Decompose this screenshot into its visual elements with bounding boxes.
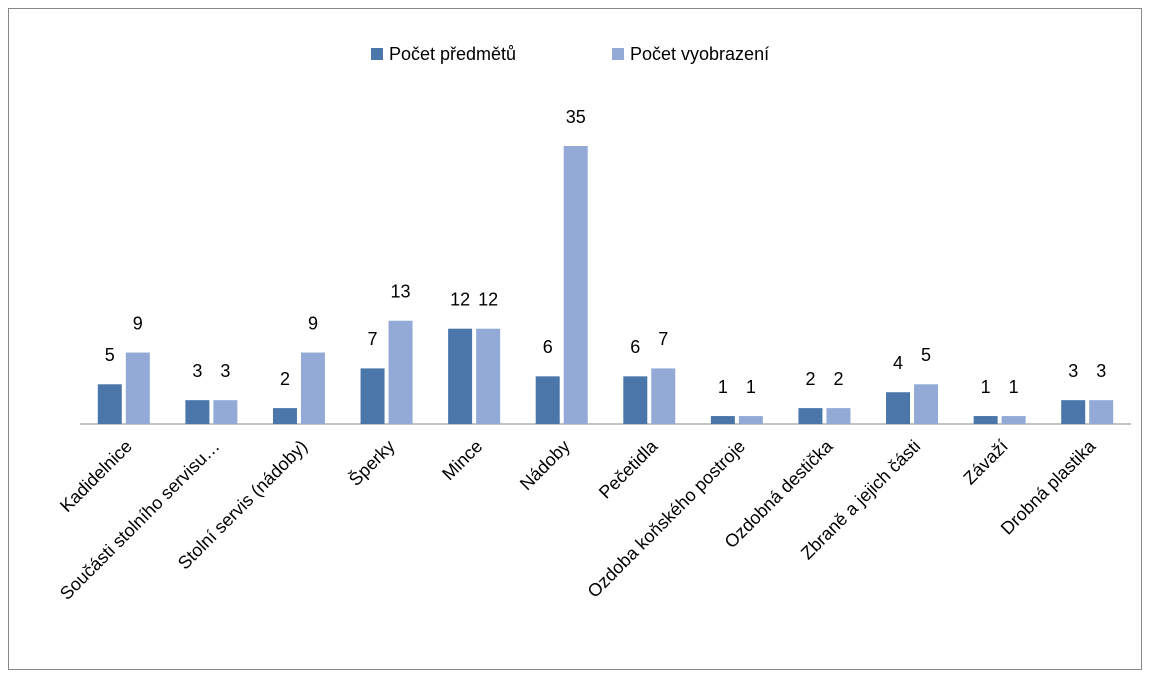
bar — [826, 408, 851, 424]
data-label: 1 — [1009, 377, 1019, 397]
data-label: 3 — [1096, 361, 1106, 381]
bar — [1089, 400, 1114, 424]
data-label: 6 — [543, 337, 553, 357]
data-label: 7 — [658, 329, 668, 349]
data-label: 2 — [280, 369, 290, 389]
bar — [185, 400, 210, 424]
bar — [563, 146, 588, 424]
data-label: 1 — [718, 377, 728, 397]
bar — [272, 408, 297, 424]
bar — [535, 376, 560, 424]
data-label: 7 — [368, 329, 378, 349]
bar — [97, 384, 122, 424]
data-label: 3 — [192, 361, 202, 381]
bar — [388, 320, 413, 424]
data-label: 35 — [566, 107, 586, 127]
data-label: 9 — [308, 313, 318, 333]
bar — [360, 368, 385, 424]
bar — [710, 416, 735, 424]
data-label: 12 — [478, 289, 498, 309]
bar — [914, 384, 939, 424]
data-label: 4 — [893, 353, 903, 373]
data-label: 6 — [630, 337, 640, 357]
bar — [1061, 400, 1086, 424]
bar — [798, 408, 823, 424]
data-label: 2 — [833, 369, 843, 389]
legend-swatch — [612, 48, 624, 60]
bar — [886, 392, 911, 424]
legend-swatch — [371, 48, 383, 60]
bar — [623, 376, 648, 424]
data-label: 2 — [805, 369, 815, 389]
bar — [125, 352, 150, 424]
legend-label: Počet předmětů — [389, 44, 516, 64]
bar — [1001, 416, 1026, 424]
bar — [973, 416, 998, 424]
data-label: 9 — [133, 313, 143, 333]
bar — [651, 368, 676, 424]
bar — [738, 416, 763, 424]
data-label: 1 — [746, 377, 756, 397]
data-label: 12 — [450, 289, 470, 309]
bar — [448, 328, 473, 424]
data-label: 13 — [391, 281, 411, 301]
data-label: 3 — [1068, 361, 1078, 381]
legend-label: Počet vyobrazení — [630, 44, 769, 64]
data-label: 5 — [921, 345, 931, 365]
bar — [476, 328, 501, 424]
bar — [213, 400, 238, 424]
bar — [300, 352, 325, 424]
data-label: 5 — [105, 345, 115, 365]
data-label: 1 — [981, 377, 991, 397]
data-label: 3 — [220, 361, 230, 381]
